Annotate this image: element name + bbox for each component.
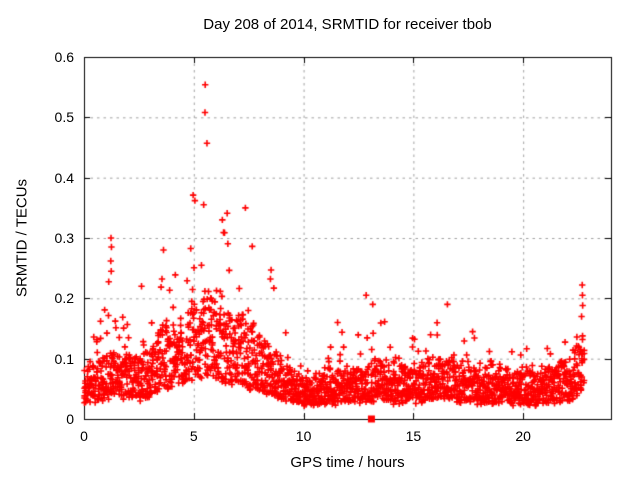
x-tick-label: 5 — [189, 428, 198, 444]
x-tick-label: 20 — [515, 428, 531, 444]
y-tick-label: 0.2 — [54, 290, 74, 307]
x-axis-label: GPS time / hours — [290, 454, 405, 471]
y-tick-label: 0.5 — [54, 109, 74, 126]
y-tick-label: 0.3 — [54, 230, 74, 246]
x-tick-label: 10 — [295, 428, 312, 444]
chart-title: Day 208 of 2014, SRMTID for receiver tbo… — [203, 16, 492, 33]
y-tick-label: 0.6 — [54, 49, 74, 65]
x-tick-label: 0 — [80, 428, 88, 444]
y-tick-label: 0 — [66, 411, 74, 427]
x-tick-label: 15 — [405, 428, 422, 444]
y-tick-label: 0.1 — [54, 350, 74, 367]
y-tick-label: 0.4 — [54, 169, 74, 186]
